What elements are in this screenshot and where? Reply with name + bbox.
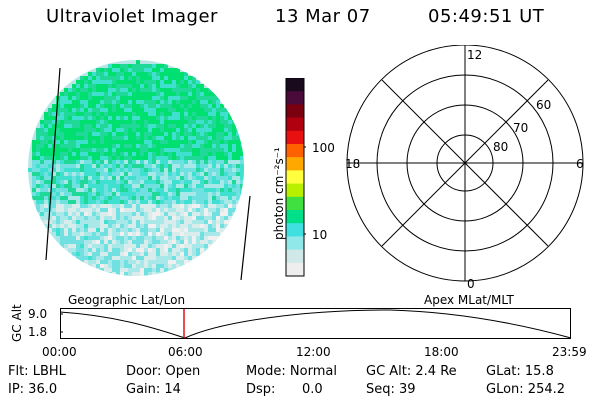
mlt-label-6: 6	[576, 157, 584, 171]
mlt-label-18: 18	[345, 157, 361, 171]
mlat-mlt-polar-grid	[346, 45, 584, 282]
status-dsp-value: 0.0	[302, 382, 323, 397]
observation-date: 13 Mar 07	[275, 6, 371, 27]
timeline-xtick-0600: 06:00	[168, 345, 203, 359]
colorbar-tick-100: 100	[312, 141, 335, 155]
globe-limb-line-left	[45, 67, 61, 261]
status-seq: Seq: 39	[366, 382, 416, 397]
auroral-emission-pixels	[28, 60, 244, 276]
colorbar	[285, 78, 306, 277]
status-gain: Gain: 14	[126, 382, 181, 397]
status-filter: Flt: LBHL	[8, 364, 66, 379]
status-gc-alt: GC Alt: 2.4 Re	[366, 364, 457, 379]
mlt-label-0: 0	[467, 277, 475, 291]
altitude-timeline-plot[interactable]	[60, 308, 572, 340]
mlat-label-60: 60	[536, 98, 552, 112]
timeline-left-title: Geographic Lat/Lon	[68, 293, 186, 307]
timeline-axis-label: GC Alt	[10, 304, 24, 342]
status-door: Door: Open	[126, 364, 201, 379]
timeline-ytick-1-8: 1.8	[28, 325, 48, 339]
timeline-right-title: Apex MLat/MLT	[424, 293, 514, 307]
observation-time: 05:49:51 UT	[428, 6, 545, 27]
timeline-xtick-1800: 18:00	[424, 345, 459, 359]
mlat-label-70: 70	[513, 121, 529, 135]
timeline-xtick-2359: 23:59	[552, 345, 587, 359]
status-mode: Mode: Normal	[246, 364, 337, 379]
status-glat: GLat: 15.8	[486, 364, 554, 379]
altitude-curve	[60, 309, 572, 339]
status-glon: GLon: 254.2	[486, 382, 566, 397]
colorbar-label: photon cm⁻²s⁻¹	[272, 147, 286, 240]
timeline-ytick-9: 9.0	[28, 307, 48, 321]
globe-limb-line-right	[240, 195, 251, 281]
timeline-xtick-0000: 00:00	[42, 345, 77, 359]
instrument-title: Ultraviolet Imager	[46, 6, 218, 27]
timeline-xtick-1200: 12:00	[296, 345, 331, 359]
mlt-label-12: 12	[467, 48, 483, 62]
colorbar-tick-10: 10	[312, 228, 328, 242]
status-ip: IP: 36.0	[8, 382, 58, 397]
status-dsp-label: Dsp:	[246, 382, 276, 397]
mlat-label-80: 80	[493, 140, 509, 154]
